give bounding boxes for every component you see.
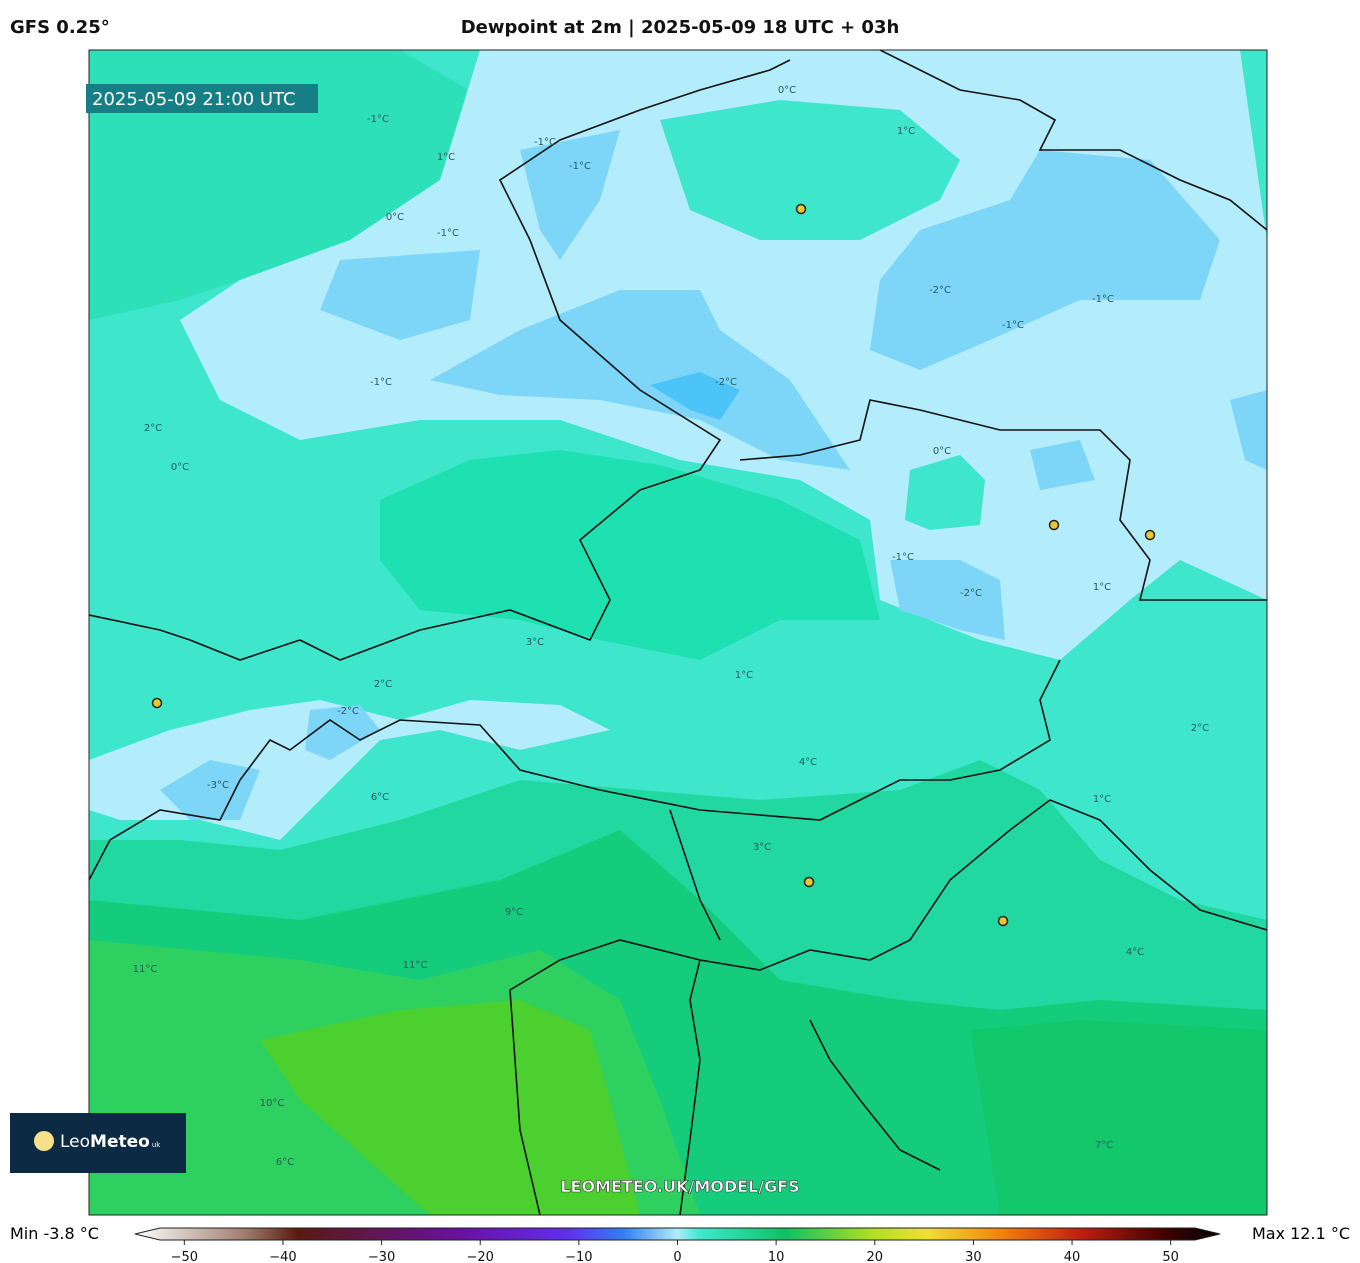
colorbar-tick-label: 0 bbox=[673, 1250, 681, 1263]
contour-label: -1°C bbox=[370, 377, 392, 388]
contour-label: 1°C bbox=[1093, 794, 1111, 805]
contour-label: -1°C bbox=[437, 228, 459, 239]
contour-label: -2°C bbox=[715, 377, 737, 388]
contour-label: -1°C bbox=[892, 552, 914, 563]
colorbar-tick-label: 40 bbox=[1064, 1250, 1081, 1263]
colorbar-tick-label: 10 bbox=[768, 1250, 785, 1263]
map-frame bbox=[88, 49, 1268, 1216]
contour-label: 10°C bbox=[260, 1098, 285, 1109]
contour-label: -2°C bbox=[929, 285, 951, 296]
colorbar-tick-label: −40 bbox=[269, 1250, 296, 1263]
contour-label: 6°C bbox=[371, 792, 389, 803]
contour-label: 4°C bbox=[1126, 947, 1144, 958]
colorbar bbox=[134, 1227, 1221, 1241]
contour-label: -2°C bbox=[960, 588, 982, 599]
contour-label: 9°C bbox=[505, 907, 523, 918]
map: -1°C 1°C 0°C -1°C -1°C 1°C 0°C -1°C -2°C -1°C -1°C… bbox=[89, 50, 1267, 1215]
contour-label: 11°C bbox=[403, 960, 428, 971]
contour-label: -3°C bbox=[207, 780, 229, 791]
contour-label: 6°C bbox=[276, 1157, 294, 1168]
contour-label: 0°C bbox=[778, 85, 796, 96]
min-label: Min -3.8 °C bbox=[10, 1224, 99, 1243]
contour-label: -1°C bbox=[367, 114, 389, 125]
contour-label: -1°C bbox=[1002, 320, 1024, 331]
logo-light: Leo bbox=[60, 1132, 90, 1152]
contour-label: 7°C bbox=[1095, 1140, 1113, 1151]
contour-label: 1°C bbox=[735, 670, 753, 681]
colorbar-tick-label: −30 bbox=[368, 1250, 395, 1263]
logo-bold: Meteo bbox=[90, 1132, 150, 1152]
timestamp-box bbox=[86, 84, 318, 113]
contour-label: 3°C bbox=[526, 637, 544, 648]
contour-label: 11°C bbox=[133, 964, 158, 975]
contour-label: 4°C bbox=[799, 757, 817, 768]
contour-label: 2°C bbox=[1191, 723, 1209, 734]
contour-label: 1°C bbox=[437, 152, 455, 163]
contour-label: 0°C bbox=[386, 212, 404, 223]
colorbar-tick-label: 30 bbox=[965, 1250, 982, 1263]
contour-label: -1°C bbox=[569, 161, 591, 172]
contour-label: 0°C bbox=[933, 446, 951, 457]
model-label: GFS 0.25° bbox=[10, 17, 110, 38]
contour-label: -2°C bbox=[337, 706, 359, 717]
logo-suffix: uk bbox=[152, 1141, 161, 1149]
contour-label: -1°C bbox=[534, 137, 556, 148]
contour-label: 2°C bbox=[144, 423, 162, 434]
max-label: Max 12.1 °C bbox=[1252, 1224, 1350, 1243]
contour-label: 0°C bbox=[171, 462, 189, 473]
contour-label: 2°C bbox=[374, 679, 392, 690]
contour-labels: -1°C 1°C 0°C -1°C -1°C 1°C 0°C -1°C -2°C -1°C -1°C… bbox=[133, 85, 1210, 1168]
colorbar-ticks: −50 −40 −30 −20 −10 0 10 20 30 40 50 bbox=[171, 1240, 1179, 1263]
colorbar-tick-label: −50 bbox=[171, 1250, 198, 1263]
colorbar-tick-label: −20 bbox=[467, 1250, 494, 1263]
logo-text: LeoMeteo uk bbox=[60, 1132, 161, 1152]
contour-label: 1°C bbox=[897, 126, 915, 137]
colorbar-tick-label: 20 bbox=[866, 1250, 883, 1263]
watermark: LEOMETEO.UK/MODEL/GFS bbox=[560, 1177, 799, 1196]
title: Dewpoint at 2m | 2025-05-09 18 UTC + 03h bbox=[461, 17, 900, 38]
contour-label: -1°C bbox=[1092, 294, 1114, 305]
colorbar-tick-label: −10 bbox=[565, 1250, 592, 1263]
logo-sun bbox=[34, 1131, 54, 1151]
colorbar-tick-label: 50 bbox=[1162, 1250, 1179, 1263]
timestamp: 2025-05-09 21:00 UTC bbox=[92, 89, 296, 110]
contour-label: 1°C bbox=[1093, 582, 1111, 593]
contour-label: 3°C bbox=[753, 842, 771, 853]
